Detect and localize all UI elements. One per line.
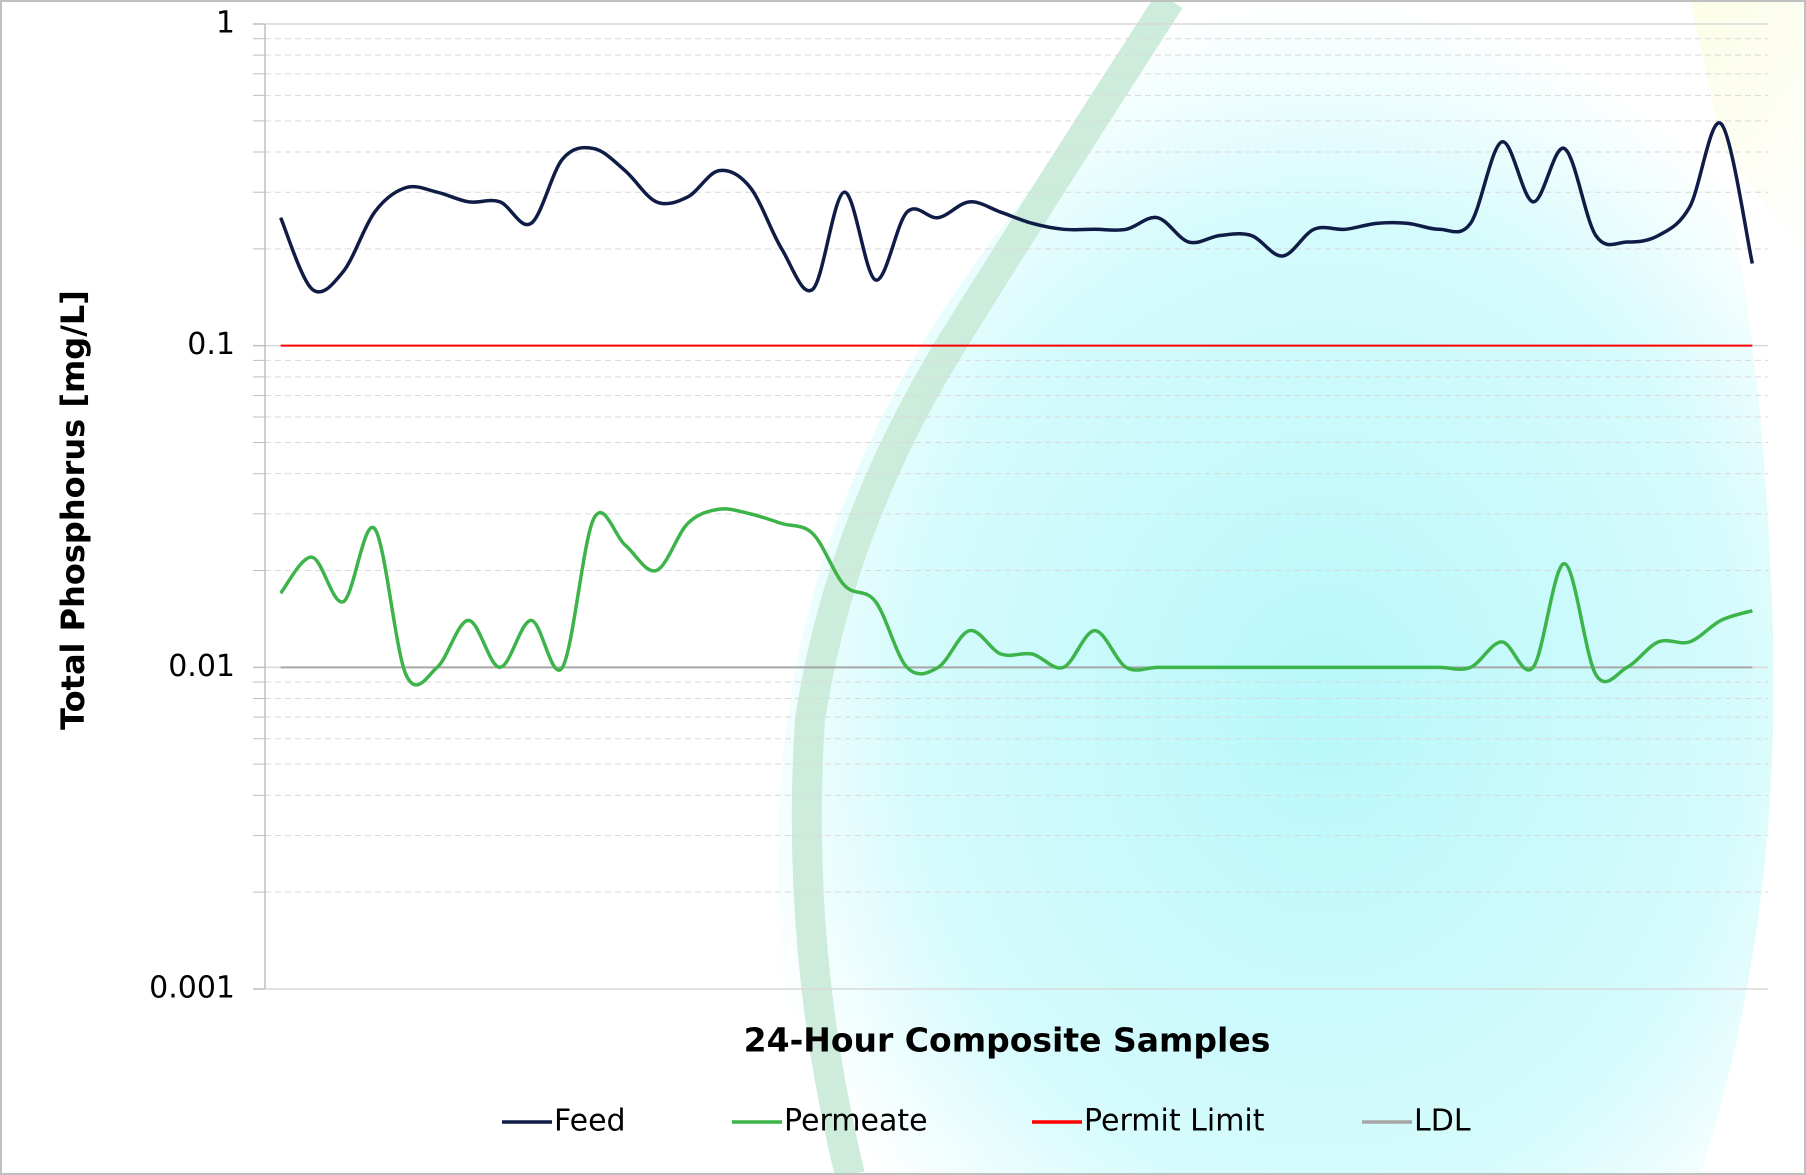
y-axis-title: Total Phosphorus [mg/L] [54,290,92,730]
legend-label: Feed [554,1104,626,1139]
y-tick-label: 1 [216,6,235,41]
chart: 0.001 0.01 0.1 1 Total Phosphorus [mg/L] 24… [0,0,1806,1175]
y-tick-label: 0.1 [187,327,235,362]
legend-label: LDL [1414,1104,1471,1139]
x-axis-title: 24-Hour Composite Samples [744,1021,1271,1060]
background-decoration [777,0,1806,1175]
legend-label: Permeate [784,1104,928,1139]
y-tick-label: 0.001 [149,971,235,1006]
y-tick-label: 0.01 [168,649,235,684]
legend-label: Permit Limit [1084,1104,1265,1139]
